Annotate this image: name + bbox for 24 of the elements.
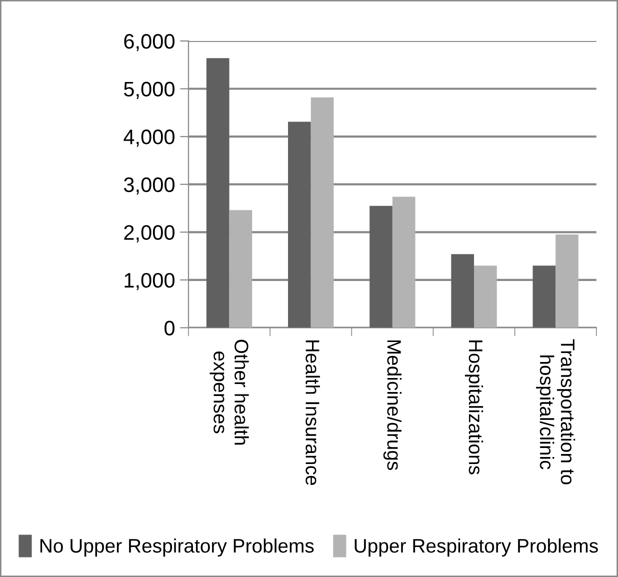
y-tick-label: 6,000 [124,34,174,52]
bar [370,206,392,328]
x-tick-label: Transportation to hospital/clinic [536,339,576,484]
legend-label: Upper Respiratory Problems [354,538,598,557]
y-tick-label: 2,000 [124,225,174,242]
bar [229,210,252,328]
y-tick-label: 5,000 [124,82,174,99]
bar [556,234,578,328]
x-tick-label: Other health expenses [210,340,249,445]
y-tick-label: 3,000 [124,177,174,195]
bar [392,196,416,328]
x-tick-label: Health Insurance [306,340,320,485]
legend-label: No Upper Respiratory Problems [40,538,314,557]
bar [451,254,474,328]
y-tick-label: 4,000 [124,130,174,147]
bar [474,266,497,328]
bar [532,266,556,328]
y-tick-label: 0 [164,320,174,336]
bar [206,58,230,328]
y-tick-label: 1,000 [124,272,174,290]
bar [310,97,334,328]
bar [288,122,311,328]
x-tick-label: Hospitalizations [464,340,484,474]
x-tick-label: Medicine/drugs [383,340,402,470]
